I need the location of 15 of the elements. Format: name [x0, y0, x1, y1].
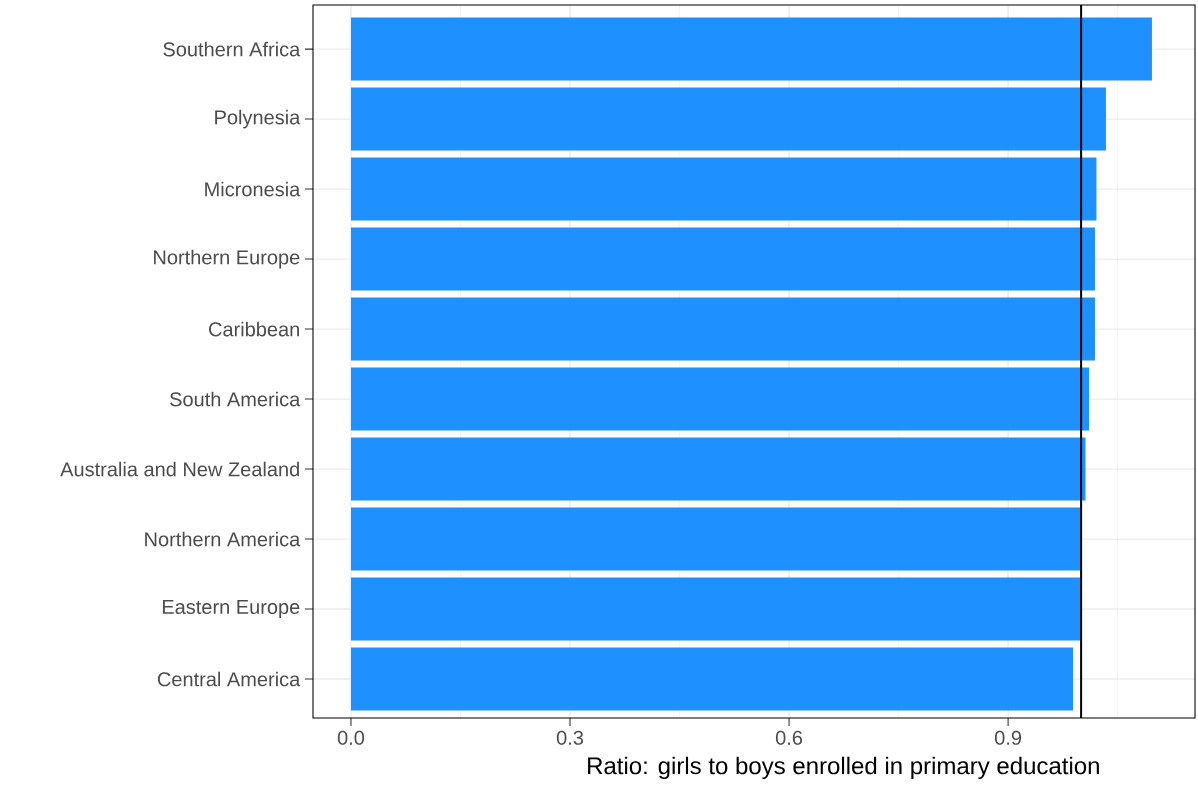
x-tick-label: 0.3	[556, 730, 584, 745]
x-tick-label: 0.6	[775, 730, 803, 745]
x-tick-label: 0.9	[994, 730, 1022, 745]
y-tick-label: Micronesia	[205, 181, 301, 197]
y-tick-label: Caribbean	[209, 321, 299, 337]
y-tick-label: Northern Europe	[154, 249, 300, 269]
y-tick-label: Northern America	[145, 531, 301, 547]
y-tick-label: Polynesia	[215, 109, 301, 129]
y-tick-label: Australia and New Zealand	[60, 461, 299, 477]
x-tick-label: 0.0	[337, 730, 365, 745]
y-tick-label: Central America	[157, 671, 301, 687]
y-tick-label: Eastern Europe	[162, 600, 300, 618]
y-tick-label: Southern Africa	[163, 41, 301, 57]
y-tick-label: South America	[170, 391, 301, 407]
x-axis-title: Ratio: girls to boys enrolled in primary education	[588, 756, 1099, 780]
